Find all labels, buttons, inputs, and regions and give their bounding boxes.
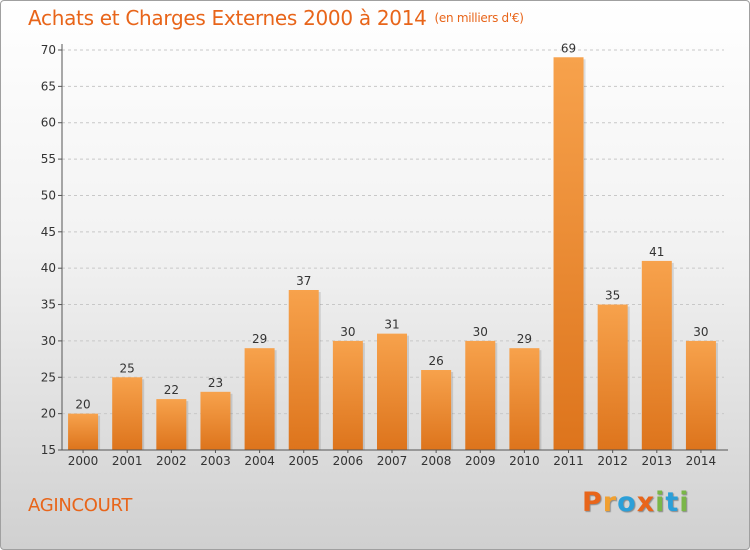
x-tick-label: 2009: [465, 454, 496, 468]
y-tick-label: 60: [41, 116, 56, 130]
bar: [641, 260, 672, 450]
data-label: 30: [340, 325, 355, 339]
bar: [288, 290, 319, 450]
logo-letter: t: [665, 487, 680, 518]
x-tick-label: 2014: [686, 454, 717, 468]
chart-title: Achats et Charges Externes 2000 à 2014 (e…: [28, 6, 524, 30]
x-tick-label: 2002: [156, 454, 187, 468]
y-tick-label: 55: [41, 152, 56, 166]
logo-letter: r: [602, 487, 618, 518]
x-tick-label: 2012: [597, 454, 628, 468]
data-label: 23: [208, 376, 223, 390]
proxiti-logo: Proxiti: [582, 487, 690, 518]
data-label: 69: [561, 41, 576, 55]
x-tick-label: 2006: [333, 454, 364, 468]
y-tick-label: 70: [41, 43, 56, 57]
bar: [465, 340, 496, 450]
bar: [553, 57, 584, 450]
logo-letter: o: [617, 487, 637, 518]
logo-letter: x: [636, 487, 656, 518]
logo-letter: P: [582, 487, 603, 518]
data-label: 22: [164, 383, 179, 397]
y-tick-label: 45: [41, 225, 56, 239]
data-label: 26: [428, 354, 443, 368]
bar: [200, 391, 231, 450]
y-tick-label: 50: [41, 188, 56, 202]
data-label: 20: [75, 398, 90, 412]
data-label: 29: [517, 332, 532, 346]
y-tick-label: 30: [41, 334, 56, 348]
y-tick-label: 65: [41, 79, 56, 93]
bar: [244, 348, 275, 450]
data-labels: 20 25 22 23 29 37 30 31 26 30 29 69 35 41 30: [75, 41, 708, 411]
bar: [421, 370, 452, 450]
bar: [597, 304, 628, 450]
bar: [685, 340, 716, 450]
bar: [377, 333, 407, 450]
x-tick-label: 2008: [421, 454, 452, 468]
bars: [68, 57, 718, 450]
x-tick-label: 2005: [288, 454, 319, 468]
data-label: 31: [384, 318, 399, 332]
data-label: 37: [296, 274, 311, 288]
x-tick-label: 2004: [244, 454, 275, 468]
y-tick-label: 20: [41, 407, 56, 421]
axes: [61, 44, 728, 451]
bar: [112, 377, 143, 450]
x-tick-label: 2011: [553, 454, 584, 468]
data-label: 30: [473, 325, 488, 339]
x-tick-label: 2007: [377, 454, 408, 468]
x-tick-label: 2013: [642, 454, 673, 468]
x-tick-label: 2001: [112, 454, 143, 468]
bar: [332, 340, 363, 450]
logo-letter: i: [655, 487, 666, 518]
bar: [156, 399, 187, 450]
unit-note: (en milliers d'€): [434, 11, 524, 25]
logo-letter: i: [679, 487, 690, 518]
data-label: 25: [120, 361, 135, 375]
bar: [509, 348, 540, 450]
y-tick-label: 15: [41, 443, 56, 457]
x-tick-label: 2010: [509, 454, 540, 468]
y-tick-labels: 15 20 25 30 35 40 45 50 55 60 65 70: [41, 43, 62, 457]
location-label: AGINCOURT: [28, 495, 133, 516]
data-label: 30: [693, 325, 708, 339]
y-tick-label: 40: [41, 261, 56, 275]
y-tick-label: 25: [41, 370, 56, 384]
bar: [68, 413, 99, 450]
y-tick-label: 35: [41, 298, 56, 312]
x-tick-label: 2003: [200, 454, 231, 468]
chart-title-text: Achats et Charges Externes 2000 à 2014: [28, 6, 427, 30]
x-tick-labels: 2000 2001 2002 2003 2004 2005 2006 2007 2008 2009…: [68, 450, 716, 468]
x-tick-label: 2000: [68, 454, 99, 468]
data-label: 41: [649, 245, 664, 259]
data-label: 35: [605, 289, 620, 303]
data-label: 29: [252, 332, 267, 346]
